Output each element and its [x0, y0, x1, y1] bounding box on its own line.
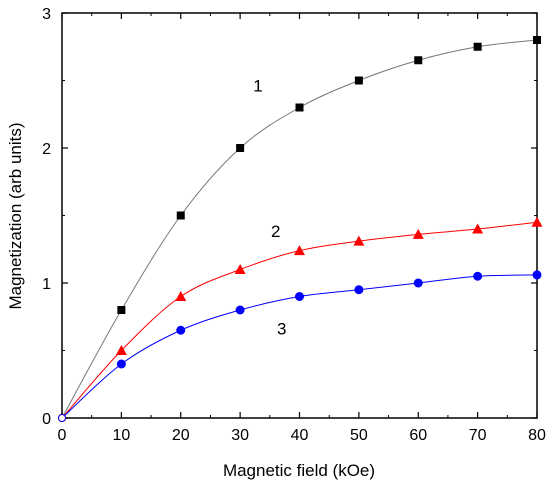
series-1-point	[176, 211, 185, 220]
series-2-point	[353, 235, 365, 246]
series-3-point	[473, 271, 483, 281]
y-axis: 0 1 2 3	[42, 6, 537, 428]
series-2-point	[294, 245, 305, 256]
series-3-point	[354, 285, 364, 295]
x-tick-label: 10	[112, 427, 130, 444]
series-3-point	[413, 278, 423, 288]
series-2-point	[472, 223, 484, 234]
series-3: 3	[58, 270, 542, 422]
x-tick-label: 0	[58, 427, 67, 444]
series-2-label: 2	[271, 222, 280, 241]
x-tick-label: 20	[172, 427, 190, 444]
x-tick-label: 60	[409, 427, 427, 444]
y-tick-label: 0	[42, 411, 51, 428]
series-3-point	[116, 359, 126, 369]
x-tick-label: 50	[350, 427, 368, 444]
x-tick-label: 30	[231, 427, 249, 444]
series-1-point	[295, 103, 304, 112]
x-tick-label: 40	[291, 427, 309, 444]
series-3-label: 3	[277, 319, 286, 338]
y-tick-label: 2	[42, 141, 51, 158]
y-tick-label: 3	[42, 6, 51, 23]
x-tick-label: 70	[469, 427, 487, 444]
series-1-line	[61, 39, 538, 419]
series-3-point	[295, 292, 304, 301]
plot-area	[61, 12, 538, 419]
series-1-point	[354, 76, 363, 85]
x-axis-title: Magnetic field (kOe)	[223, 461, 375, 480]
series-2-line	[61, 221, 538, 419]
series-1-label: 1	[253, 76, 262, 95]
series-2: 2	[58, 216, 543, 422]
series-1: 1	[58, 36, 541, 422]
series-2-point	[531, 216, 543, 227]
series-3-point	[58, 414, 66, 422]
series-1-point	[117, 306, 126, 314]
plot-frame	[61, 12, 538, 419]
x-axis: 0 10 20 30 40 50 60 70 80	[58, 13, 546, 444]
y-axis-title: Magnetization (arb units)	[6, 122, 25, 309]
series-3-point	[176, 325, 186, 335]
series-2-point	[115, 345, 127, 355]
series-1-point	[236, 144, 245, 152]
series-1-point	[533, 36, 541, 44]
series-3-point	[235, 305, 245, 315]
x-tick-label: 80	[528, 427, 546, 444]
y-tick-label: 1	[42, 276, 51, 293]
series-3-point	[532, 270, 542, 280]
series-2-point	[234, 264, 246, 274]
series-2-point	[175, 291, 187, 301]
series-layer: 1 2 3	[58, 36, 543, 422]
series-1-point	[473, 42, 482, 51]
series-2-point	[412, 228, 424, 239]
series-1-point	[414, 56, 423, 65]
